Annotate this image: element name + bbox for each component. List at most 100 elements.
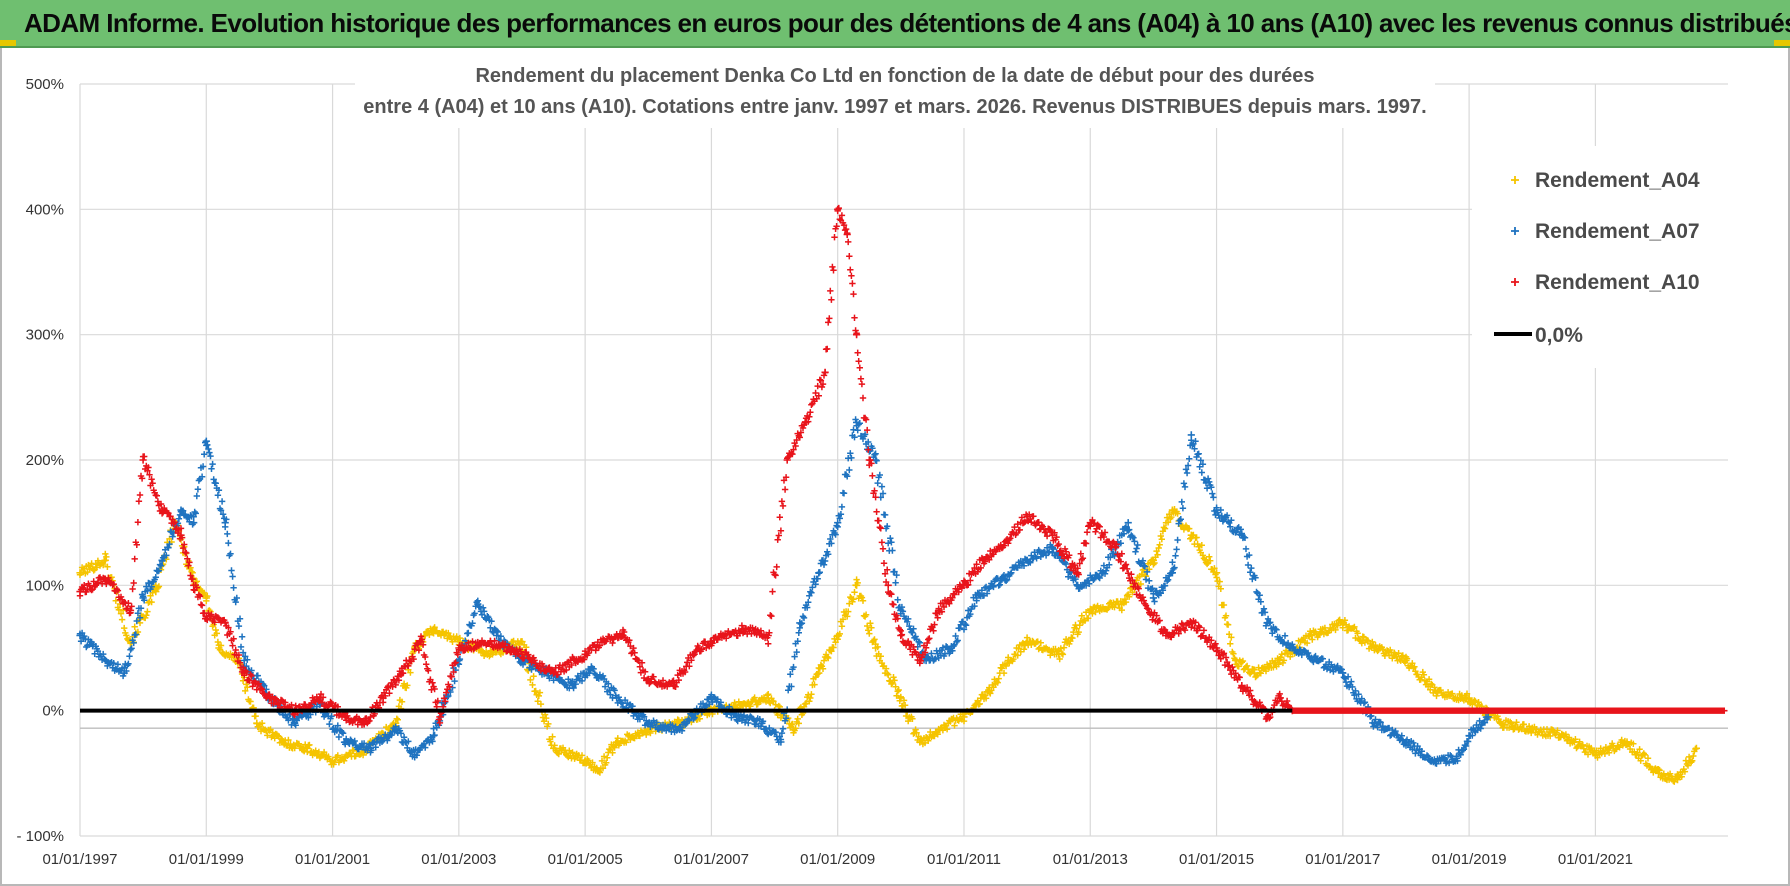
data-point (550, 744, 558, 752)
data-point (177, 506, 185, 514)
data-point (821, 368, 829, 376)
data-point (76, 631, 84, 640)
data-point (1213, 506, 1221, 514)
data-point (152, 588, 160, 596)
data-point (1528, 725, 1536, 734)
data-point (411, 750, 419, 759)
data-point (455, 644, 463, 652)
data-point (1452, 754, 1461, 762)
data-point (594, 767, 602, 775)
y-tick-label: 300% (26, 327, 64, 344)
data-point (1213, 644, 1221, 652)
data-point (1238, 531, 1246, 539)
data-point (215, 644, 223, 652)
y-axis-labels: 500% 400% 300% 200% 100% 0% - 100% (16, 76, 64, 845)
data-point (853, 418, 861, 426)
data-point (486, 650, 494, 658)
data-point (436, 713, 444, 721)
data-point (120, 669, 128, 677)
data-point (1307, 631, 1315, 640)
data-point (1250, 669, 1258, 677)
data-point (392, 725, 400, 734)
x-tick-label: 01/01/2001 (295, 851, 370, 868)
data-point (1124, 519, 1132, 527)
data-point (1187, 619, 1195, 627)
data-point (1187, 431, 1195, 439)
chart-title-line: entre 4 (A04) et 10 ans (A10). Cotations… (363, 96, 1426, 118)
data-point (417, 638, 425, 646)
data-point (1314, 656, 1322, 665)
data-point (430, 732, 438, 740)
data-point (1276, 694, 1284, 702)
data-point (960, 713, 968, 721)
data-point (834, 519, 842, 527)
data-point (1692, 744, 1700, 752)
data-point (613, 738, 621, 746)
data-point (1560, 732, 1568, 740)
data-point (1288, 644, 1296, 652)
data-point (1673, 776, 1682, 784)
y-tick-label: 200% (26, 452, 64, 469)
data-point (1339, 619, 1347, 627)
performance-scatter-chart: 500%400%300%200%100%0%- 100%01/01/1997 01… (16, 58, 1730, 868)
data-point (1484, 713, 1492, 721)
data-point (139, 456, 147, 464)
data-point (834, 205, 842, 213)
data-point (884, 581, 892, 589)
data-point (707, 694, 715, 702)
legend-label: Rendement_A07 (1535, 220, 1700, 243)
data-point (1213, 569, 1221, 577)
data-point (190, 519, 198, 527)
data-point (341, 738, 349, 746)
data-point (221, 519, 229, 527)
data-point (676, 725, 684, 734)
data-point (177, 531, 185, 539)
series-markers (76, 204, 1295, 728)
x-tick-label: 01/01/2009 (800, 851, 875, 868)
chart-title-background (355, 58, 1435, 128)
data-point (1497, 719, 1505, 727)
data-point (587, 663, 595, 671)
x-tick-label: 01/01/2019 (1432, 851, 1507, 868)
data-point (843, 230, 851, 238)
legend-item: 0,0% (1494, 324, 1583, 347)
data-point (581, 650, 589, 658)
y-tick-label: 100% (26, 577, 64, 594)
data-point (935, 725, 943, 734)
data-point (486, 638, 494, 646)
data-point (1402, 656, 1410, 665)
legend-label: Rendement_A04 (1535, 169, 1700, 192)
data-point (758, 719, 766, 727)
data-point (493, 631, 501, 640)
data-point (1623, 738, 1631, 746)
data-point (613, 694, 621, 702)
data-point (518, 650, 526, 658)
data-point (1137, 594, 1145, 602)
data-point (76, 569, 84, 577)
data-point (1168, 506, 1176, 514)
data-point (789, 725, 798, 734)
data-point (329, 757, 337, 765)
x-tick-label: 01/01/2011 (927, 851, 1001, 868)
data-point (1402, 738, 1410, 746)
data-point (853, 581, 861, 589)
data-point (897, 694, 905, 702)
data-point (139, 594, 147, 602)
x-tick-label: 01/01/2005 (548, 851, 623, 868)
data-point (1048, 531, 1056, 539)
x-tick-label: 01/01/2007 (674, 851, 749, 868)
data-point (1465, 732, 1473, 740)
data-point (253, 719, 261, 727)
data-point (1149, 594, 1157, 602)
data-point (764, 631, 772, 640)
data-point (916, 656, 924, 665)
data-point (1055, 650, 1063, 658)
data-point (897, 606, 905, 614)
data-point (1238, 682, 1246, 690)
x-axis-labels: 01/01/1997 01/01/1999 01/01/2001 01/01/2003… (42, 851, 1632, 868)
y-tick-label: - 100% (16, 828, 64, 845)
data-point (101, 556, 109, 564)
data-point (973, 594, 981, 602)
data-point (1004, 656, 1012, 665)
banner-accent-right (1774, 40, 1790, 46)
